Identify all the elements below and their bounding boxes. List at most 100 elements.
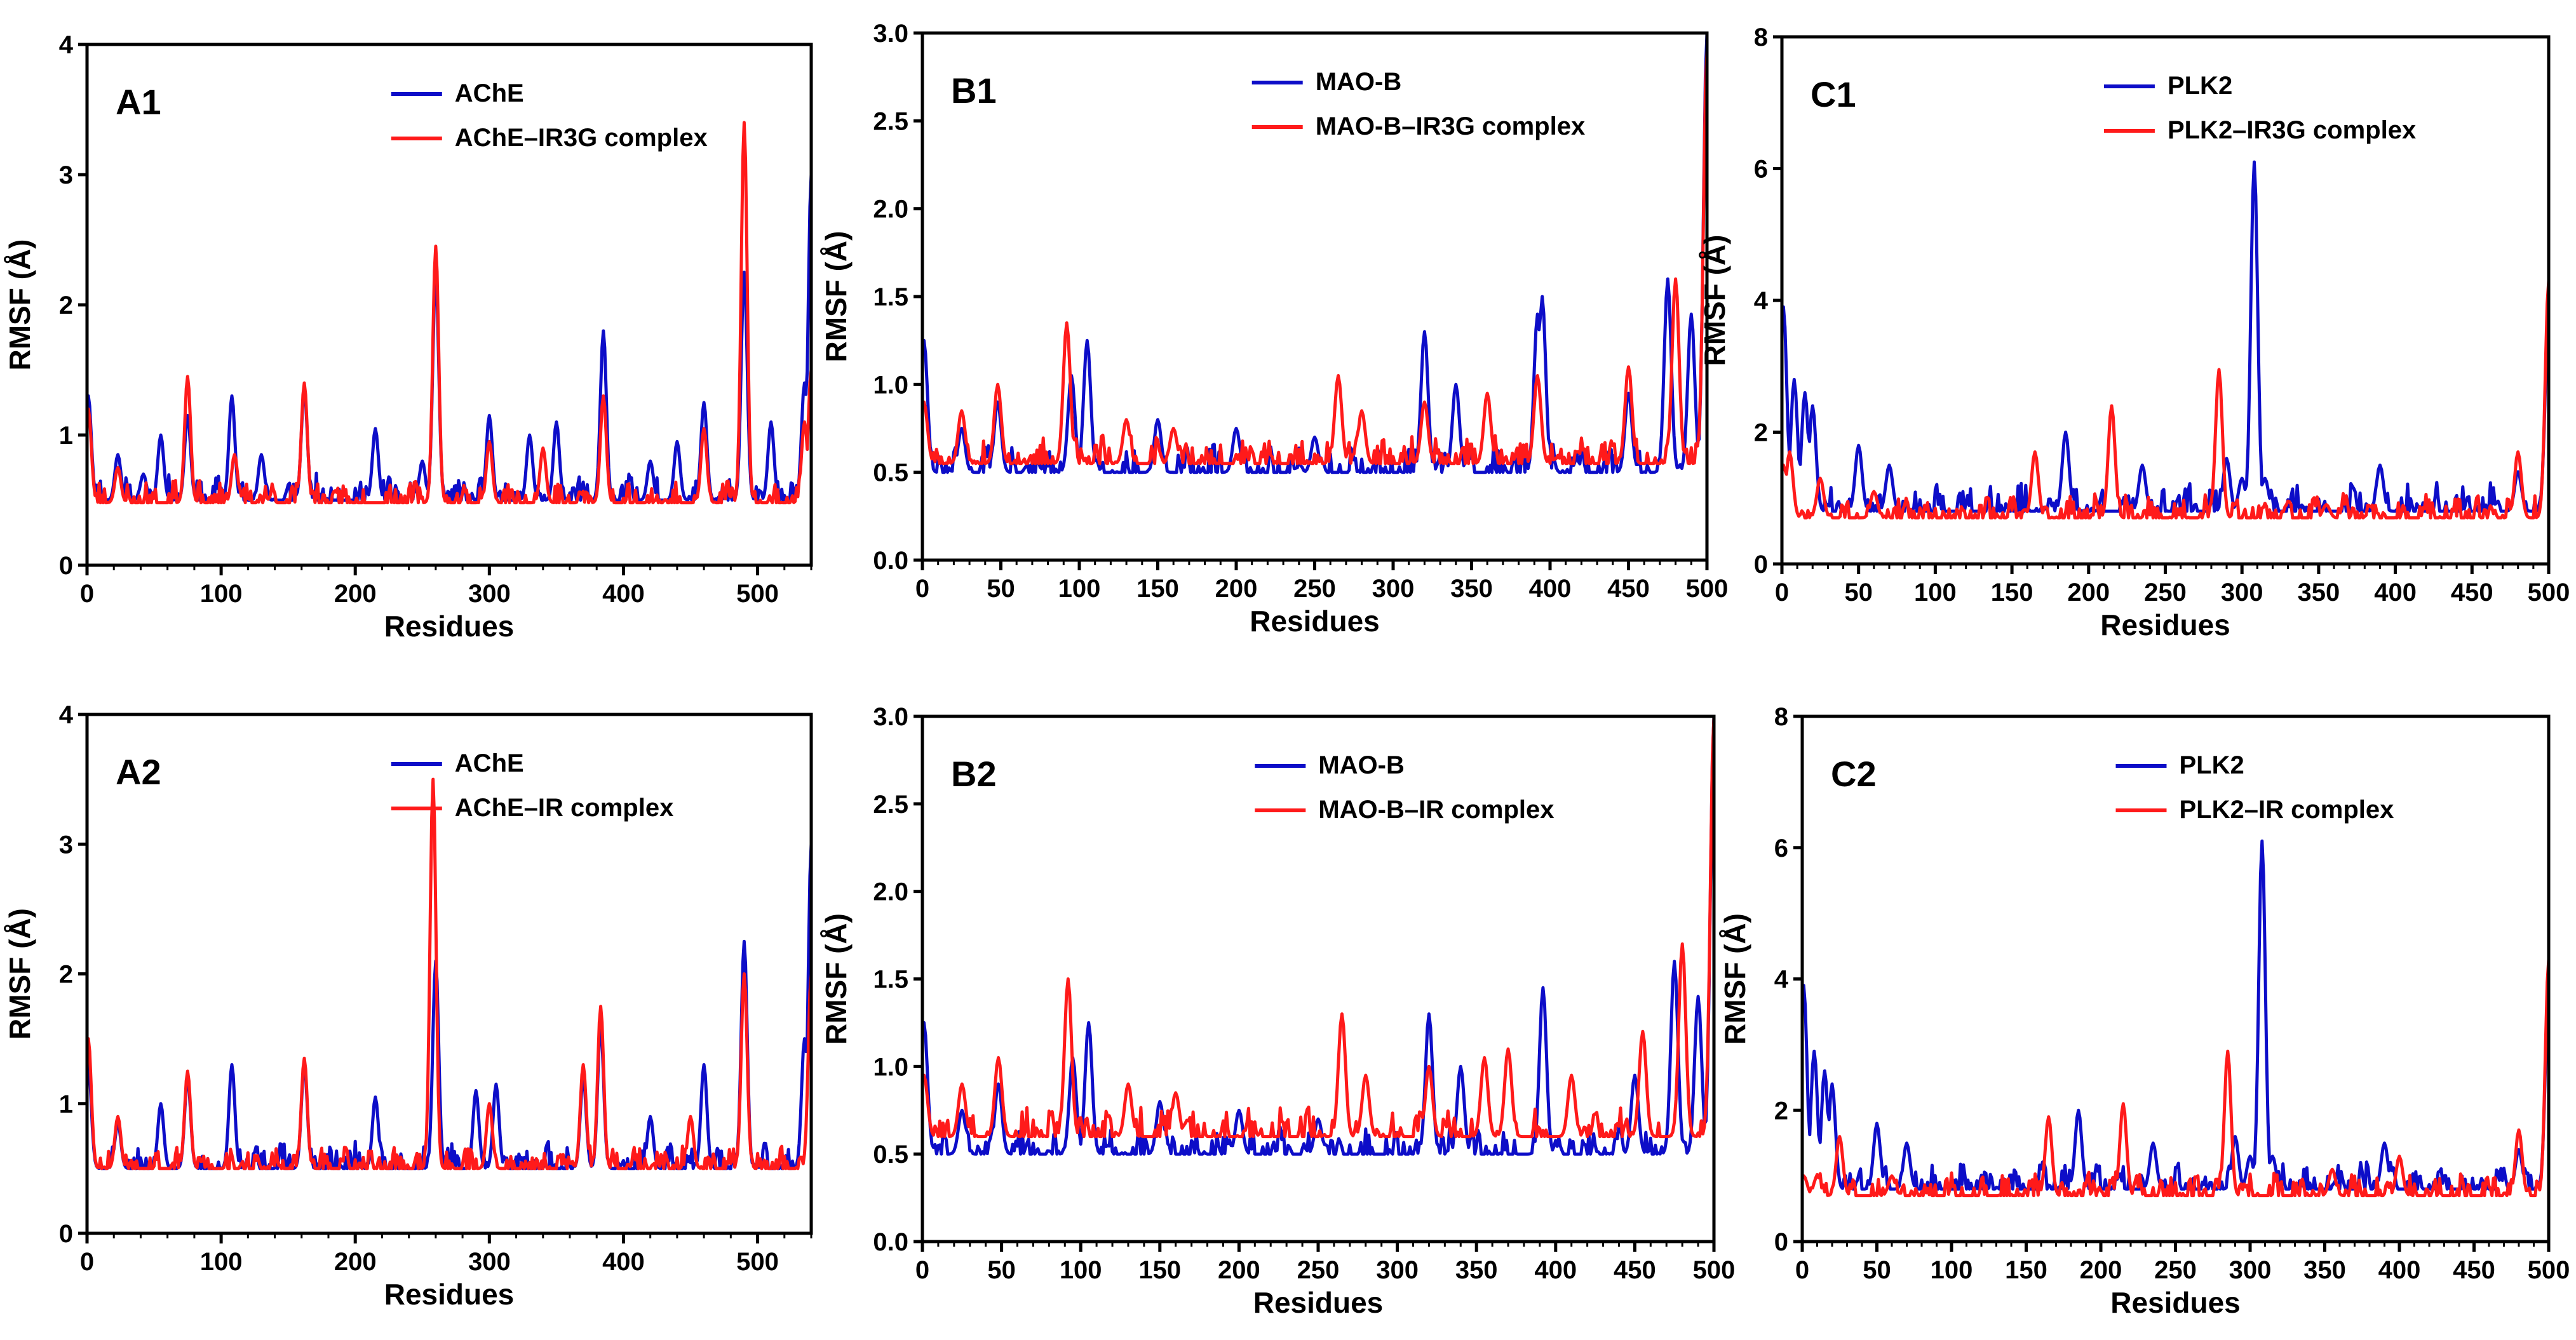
x-tick-label: 0 — [915, 575, 929, 603]
x-axis-title: Residues — [1250, 605, 1380, 638]
x-axis-title: Residues — [1253, 1286, 1384, 1319]
series-line-c2-complex — [1800, 959, 2551, 1198]
panel-label: A1 — [116, 82, 161, 122]
x-tick-label: 300 — [2221, 579, 2263, 606]
x-tick-label: 500 — [2528, 579, 2570, 606]
x-tick-label: 300 — [2229, 1256, 2272, 1284]
panel-label: B1 — [951, 70, 997, 111]
plot-frame — [1780, 35, 2551, 566]
legend-label: MAO-B–IR3G complex — [1316, 112, 1586, 140]
x-tick-label: 50 — [1844, 579, 1873, 606]
x-tick-label: 350 — [1455, 1256, 1498, 1284]
series-line-c2-protein — [1800, 839, 2551, 1191]
x-tick-label: 250 — [2144, 579, 2187, 606]
legend-label: PLK2 — [2168, 72, 2232, 100]
y-tick-label: 8 — [1774, 703, 1788, 731]
chart-panel-b1: 0.0 0.5 1.0 1.5 2.0 2.5 3.0 0 50 100 150 200 250 300 3… — [819, 20, 1728, 638]
x-tick-label: 100 — [1914, 579, 1957, 606]
chart-panel-c1: 0 2 4 6 8 0 50 100 150 200 250 300 350 400 450 500 Resid… — [1698, 23, 2570, 641]
y-axis-title: RMSF (Å) — [819, 913, 853, 1045]
x-tick-label: 300 — [1376, 1256, 1419, 1284]
chart-panel-a2: 0 1 2 3 4 0 100 200 300 400 500 Residues RMSF (Å) A2 A… — [3, 701, 813, 1311]
y-tick-label: 0 — [1774, 1228, 1788, 1256]
x-tick-label: 100 — [1931, 1256, 1973, 1284]
y-tick-label: 1 — [59, 1090, 73, 1118]
y-tick-label: 6 — [1774, 834, 1788, 862]
series-line-a2-protein — [85, 844, 813, 1170]
plot-frame — [1800, 714, 2551, 1243]
y-axis-title: RMSF (Å) — [3, 239, 36, 371]
x-tick-label: 450 — [1607, 575, 1650, 603]
y-tick-label: 2 — [59, 961, 73, 989]
x-tick-label: 0 — [1795, 1256, 1809, 1284]
x-tick-label: 400 — [2378, 1256, 2421, 1284]
y-tick-label: 3.0 — [873, 20, 908, 48]
x-tick-label: 0 — [1775, 579, 1789, 606]
y-tick-label: 0 — [59, 1220, 73, 1248]
legend-label: PLK2–IR complex — [2180, 796, 2394, 824]
x-axis-title: Residues — [384, 610, 515, 643]
legend-label: AChE–IR3G complex — [455, 124, 708, 152]
y-tick-label: 2 — [1754, 419, 1768, 447]
x-axis-title: Residues — [2110, 1286, 2241, 1319]
series-line-c1-protein — [1780, 160, 2551, 513]
x-tick-label: 350 — [2298, 579, 2340, 606]
y-tick-label: 0.0 — [873, 547, 908, 575]
x-tick-label: 0 — [80, 580, 94, 608]
y-tick-label: 2 — [1774, 1097, 1788, 1125]
y-tick-label: 4 — [1774, 966, 1789, 994]
x-tick-label: 500 — [2528, 1256, 2570, 1284]
legend-label: AChE — [455, 79, 524, 107]
y-tick-label: 2.5 — [873, 791, 908, 819]
legend-label: MAO-B — [1318, 751, 1405, 779]
x-tick-label: 350 — [2303, 1256, 2346, 1284]
x-tick-label: 400 — [602, 1248, 645, 1276]
x-tick-label: 0 — [915, 1256, 929, 1284]
series-line-c1-complex — [1780, 280, 2551, 519]
x-tick-label: 100 — [200, 1248, 243, 1276]
y-tick-label: 0.0 — [873, 1228, 908, 1256]
series-line-b1-protein — [920, 32, 1709, 474]
x-tick-label: 300 — [1372, 575, 1415, 603]
y-tick-label: 1.0 — [873, 371, 908, 399]
y-tick-label: 3 — [59, 161, 73, 189]
y-tick-label: 4 — [59, 31, 74, 59]
x-tick-label: 200 — [2080, 1256, 2122, 1284]
x-tick-label: 450 — [1614, 1256, 1656, 1284]
y-tick-label: 2.5 — [873, 107, 908, 135]
legend-label: PLK2–IR3G complex — [2168, 116, 2416, 144]
x-tick-label: 100 — [1060, 1256, 1102, 1284]
x-tick-label: 450 — [2451, 579, 2493, 606]
legend-label: PLK2 — [2180, 751, 2244, 779]
x-tick-label: 500 — [1686, 575, 1729, 603]
legend-label: MAO-B–IR complex — [1318, 796, 1554, 824]
chart-panel-c2: 0 2 4 6 8 0 50 100 150 200 250 300 350 400 450 500 Resid… — [1718, 703, 2570, 1319]
x-tick-label: 200 — [2067, 579, 2110, 606]
y-tick-label: 0.5 — [873, 459, 908, 487]
y-tick-label: 0 — [1754, 551, 1768, 579]
chart-panel-b2: 0.0 0.5 1.0 1.5 2.0 2.5 3.0 0 50 100 150 200 250 300 3… — [819, 703, 1735, 1319]
x-tick-label: 200 — [334, 1248, 377, 1276]
chart-panel-a1: 0 1 2 3 4 0 100 200 300 400 500 Residues RMSF (Å) A1 A… — [3, 31, 813, 643]
y-tick-label: 4 — [59, 701, 74, 729]
x-tick-label: 200 — [1218, 1256, 1260, 1284]
y-tick-label: 3 — [59, 831, 73, 859]
y-tick-label: 0 — [59, 552, 73, 580]
y-tick-label: 8 — [1754, 23, 1768, 51]
x-tick-label: 150 — [1138, 1256, 1181, 1284]
series-line-b2-protein — [920, 716, 1716, 1156]
series-line-b2-complex — [920, 716, 1716, 1139]
y-tick-label: 2 — [59, 291, 73, 319]
y-tick-label: 2.0 — [873, 878, 908, 906]
y-tick-label: 1.0 — [873, 1053, 908, 1081]
panel-label: B2 — [951, 754, 997, 794]
x-tick-label: 400 — [1529, 575, 1572, 603]
x-axis-title: Residues — [384, 1278, 515, 1311]
y-axis-title: RMSF (Å) — [3, 908, 36, 1040]
plot-frame — [920, 31, 1709, 562]
x-tick-label: 100 — [200, 580, 243, 608]
series-line-a2-complex — [85, 777, 813, 1170]
y-tick-label: 4 — [1754, 287, 1769, 315]
x-tick-label: 350 — [1450, 575, 1493, 603]
